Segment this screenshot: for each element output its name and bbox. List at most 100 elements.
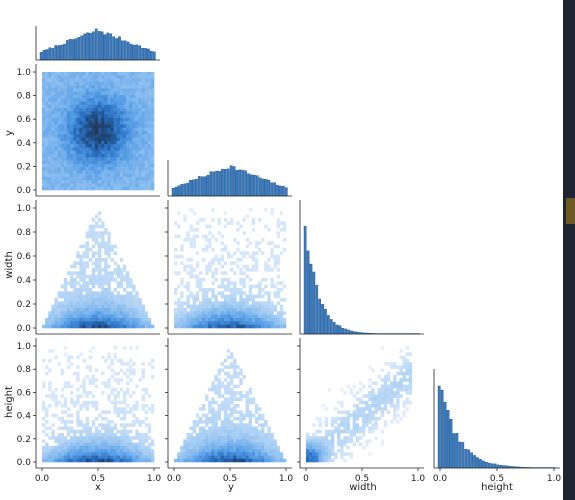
- density-cell: [270, 433, 274, 437]
- density-cell: [180, 281, 184, 285]
- density-cell: [48, 117, 52, 122]
- density-cell: [60, 436, 65, 440]
- density-cell: [57, 117, 61, 122]
- density-cell: [180, 248, 184, 252]
- density-cell: [54, 111, 58, 115]
- density-cell: [88, 429, 93, 434]
- density-cell: [141, 318, 145, 322]
- density-cell: [202, 458, 206, 463]
- density-cell: [214, 400, 218, 405]
- density-cell: [88, 224, 93, 229]
- density-cell: [51, 88, 55, 92]
- density-cell: [150, 124, 155, 129]
- density-cell: [73, 160, 77, 165]
- density-cell: [82, 423, 86, 427]
- density-cell: [42, 75, 46, 79]
- density-cell: [393, 391, 397, 395]
- density-cell: [63, 404, 68, 408]
- density-cell: [60, 284, 65, 289]
- density-cell: [233, 391, 237, 395]
- density-cell: [110, 72, 114, 76]
- density-cell: [144, 391, 149, 395]
- density-cell: [205, 224, 209, 229]
- density-cell: [94, 318, 99, 322]
- density-cell: [267, 301, 271, 305]
- density-cell: [119, 423, 124, 427]
- density-cell: [220, 439, 225, 443]
- density-cell: [119, 281, 124, 285]
- density-cell: [355, 397, 360, 402]
- density-cell: [129, 449, 133, 453]
- density-cell: [79, 429, 83, 434]
- density-cell: [380, 391, 385, 395]
- density-cell: [242, 324, 246, 329]
- density-cell: [107, 278, 111, 282]
- density-cell: [98, 452, 102, 456]
- density-cell: [73, 449, 77, 453]
- density-cell: [267, 449, 271, 453]
- density-cell: [214, 426, 218, 431]
- density-cell: [258, 433, 262, 437]
- density-cell: [245, 301, 249, 305]
- density-cell: [107, 321, 111, 325]
- density-cell: [220, 281, 225, 285]
- density-cell: [242, 311, 246, 315]
- density-cell: [239, 413, 243, 418]
- density-cell: [79, 186, 83, 191]
- density-cell: [138, 298, 142, 302]
- density-cell: [147, 104, 152, 109]
- density-cell: [355, 404, 360, 408]
- density-cell: [368, 391, 372, 395]
- density-cell: [126, 308, 130, 312]
- density-cell: [104, 186, 108, 191]
- density-cell: [383, 384, 388, 389]
- density-cell: [122, 439, 127, 443]
- density-cell: [150, 163, 155, 168]
- density-cell: [45, 150, 49, 155]
- density-cell: [327, 458, 332, 463]
- x-tick-label: 0.5: [490, 474, 504, 484]
- density-cell: [132, 140, 136, 145]
- density-cell: [91, 81, 96, 86]
- density-cell: [195, 234, 200, 239]
- density-cell: [98, 321, 102, 325]
- density-cell: [390, 384, 394, 389]
- density-cell: [135, 124, 139, 129]
- histogram-bar-width: [303, 226, 307, 335]
- density-cell: [399, 349, 403, 353]
- density-cell: [135, 134, 139, 138]
- density-cell: [57, 308, 61, 312]
- density-cell: [195, 311, 200, 315]
- density-cell: [276, 234, 281, 239]
- density-cell: [147, 362, 152, 366]
- density-cell: [245, 439, 249, 443]
- density-cell: [147, 101, 152, 106]
- density-cell: [138, 157, 142, 161]
- density-cell: [273, 291, 277, 295]
- density-cell: [254, 321, 259, 325]
- density-cell: [70, 318, 74, 322]
- density-cell: [132, 134, 136, 138]
- density-cell: [279, 452, 284, 456]
- density-cell: [54, 400, 58, 405]
- density-cell: [264, 442, 268, 447]
- density-cell: [94, 321, 99, 325]
- x-axis-label-height: height: [481, 482, 513, 493]
- density-cell: [211, 304, 215, 309]
- density-cell: [85, 375, 89, 379]
- density-cell: [223, 294, 228, 299]
- density-cell: [66, 358, 71, 363]
- density-cell: [239, 442, 243, 447]
- density-cell: [330, 420, 335, 424]
- density-cell: [60, 72, 65, 76]
- density-cell: [122, 153, 127, 158]
- density-cell: [104, 436, 108, 440]
- density-cell: [104, 410, 108, 414]
- density-cell: [76, 308, 80, 312]
- density-cell: [129, 410, 133, 414]
- density-cell: [312, 439, 316, 443]
- density-cell: [70, 426, 74, 431]
- density-cell: [174, 291, 178, 295]
- density-cell: [107, 311, 111, 315]
- density-cell: [57, 183, 61, 188]
